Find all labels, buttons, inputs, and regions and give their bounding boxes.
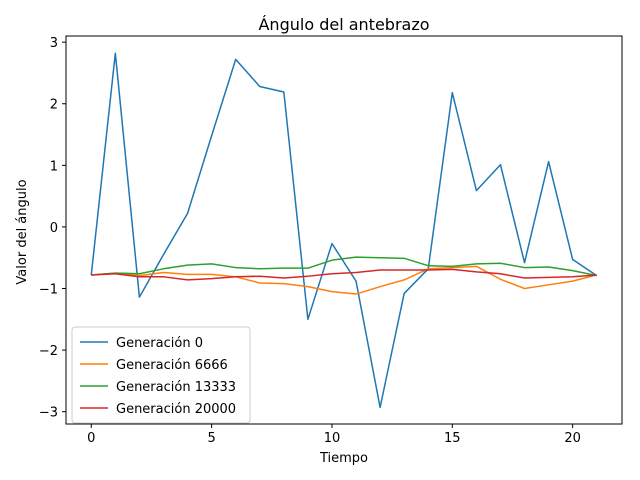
y-tick-label: −2	[39, 344, 58, 359]
legend-label-1: Generación 6666	[116, 358, 228, 373]
series-line-1	[91, 265, 597, 295]
series-line-3	[91, 268, 597, 281]
x-axis-ticks: 0 5 10 15 20	[87, 424, 581, 446]
y-tick-label: −1	[39, 283, 58, 298]
series-line-0	[90, 52, 598, 409]
y-tick-label: 3	[50, 36, 58, 51]
x-tick-label: 15	[444, 431, 461, 446]
y-tick-label: −3	[39, 406, 58, 421]
x-axis-label: Tiempo	[319, 451, 368, 466]
x-tick-label: 10	[324, 431, 341, 446]
series-line-2	[91, 256, 597, 277]
x-tick-label: 20	[564, 431, 581, 446]
legend-label-2: Generación 13333	[116, 380, 236, 395]
x-tick-label: 0	[87, 431, 95, 446]
y-tick-label: 0	[50, 221, 58, 236]
y-axis-label: Valor del ángulo	[15, 179, 30, 284]
legend: Generación 0 Generación 6666 Generación 13…	[71, 326, 251, 424]
y-tick-label: 2	[50, 98, 58, 113]
legend-label-3: Generación 20000	[116, 402, 236, 417]
series-layer	[90, 52, 598, 409]
chart-title: Ángulo del antebrazo	[258, 15, 429, 34]
y-axis-ticks: −3 −2 −1 0 1 2 3	[39, 36, 66, 421]
legend-box	[71, 326, 251, 424]
legend-label-0: Generación 0	[116, 336, 203, 351]
y-tick-label: 1	[50, 159, 58, 174]
plot-frame	[65, 35, 623, 425]
x-tick-label: 5	[207, 431, 215, 446]
